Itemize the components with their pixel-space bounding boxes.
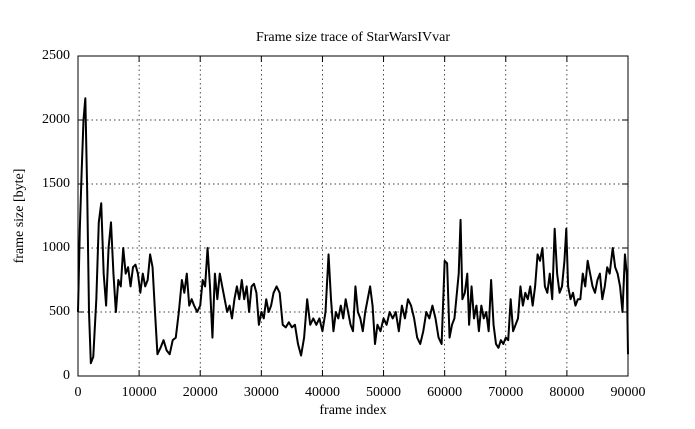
x-tick-label: 80000 xyxy=(549,385,584,400)
y-tick-label: 1500 xyxy=(42,176,70,191)
y-axis-label: frame size [byte] xyxy=(12,169,27,264)
x-tick-label: 30000 xyxy=(244,385,279,400)
x-tick-label: 70000 xyxy=(488,385,523,400)
x-tick-label: 40000 xyxy=(305,385,340,400)
y-tick-label: 0 xyxy=(63,368,70,383)
x-tick-label: 60000 xyxy=(427,385,462,400)
y-tick-label: 1000 xyxy=(42,240,70,255)
x-tick-label: 20000 xyxy=(183,385,218,400)
x-tick-label: 0 xyxy=(75,385,82,400)
x-axis-label: frame index xyxy=(319,403,386,418)
chart-title: Frame size trace of StarWarsIVvar xyxy=(256,30,450,45)
x-tick-label: 10000 xyxy=(122,385,157,400)
y-tick-label: 500 xyxy=(49,304,70,319)
x-tick-label: 90000 xyxy=(611,385,646,400)
data-line xyxy=(77,97,629,365)
plot-frame xyxy=(77,55,629,377)
y-tick-label: 2500 xyxy=(42,48,70,63)
x-tick-label: 50000 xyxy=(366,385,401,400)
y-tick-label: 2000 xyxy=(42,112,70,127)
